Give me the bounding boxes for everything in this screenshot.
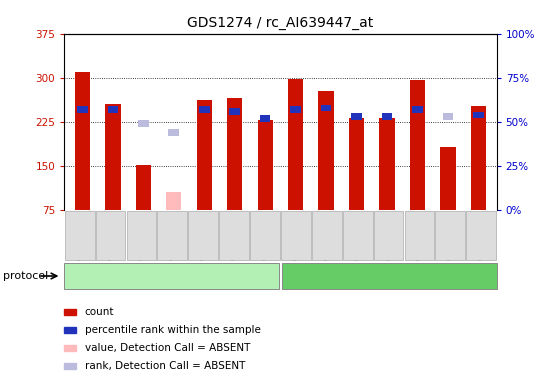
Bar (169, 129, 179, 136)
Bar (75, 72, 90, 210)
Text: GSM27442: GSM27442 (446, 211, 455, 260)
Bar (288, 79, 303, 210)
Bar (260, 115, 271, 122)
Bar (136, 165, 151, 210)
Bar (229, 108, 240, 115)
Bar (199, 106, 210, 113)
Bar (319, 91, 334, 210)
Text: value, Detection Call = ABSENT: value, Detection Call = ABSENT (85, 343, 250, 353)
Bar (290, 106, 301, 113)
Text: protocol: protocol (3, 271, 48, 281)
Text: GSM27437: GSM27437 (291, 211, 300, 260)
Bar (105, 104, 121, 210)
Bar (108, 106, 118, 113)
Bar (440, 147, 455, 210)
Bar (410, 80, 425, 210)
Text: count: count (85, 307, 114, 317)
Text: GSM27433: GSM27433 (168, 211, 177, 260)
Bar (321, 105, 331, 111)
Text: GSM27434: GSM27434 (199, 211, 208, 260)
Text: GSM27435: GSM27435 (229, 211, 239, 260)
Text: GSM27443: GSM27443 (477, 211, 485, 260)
Bar (412, 106, 423, 113)
Bar (227, 98, 242, 210)
Text: rank, Detection Call = ABSENT: rank, Detection Call = ABSENT (85, 361, 245, 371)
Bar (473, 112, 484, 118)
Bar (379, 118, 395, 210)
Text: control diet: control diet (141, 271, 204, 281)
Text: GSM27439: GSM27439 (353, 211, 362, 260)
Title: GDS1274 / rc_AI639447_at: GDS1274 / rc_AI639447_at (187, 16, 373, 30)
Bar (138, 120, 148, 127)
Text: GSM27436: GSM27436 (261, 211, 270, 260)
Text: GSM27430: GSM27430 (75, 211, 84, 260)
Text: vitamin A deficient diet: vitamin A deficient diet (323, 271, 454, 281)
Bar (258, 120, 273, 210)
Bar (442, 113, 453, 120)
Bar (196, 100, 212, 210)
Bar (351, 113, 362, 120)
Text: GSM27441: GSM27441 (415, 211, 424, 260)
Text: GSM27440: GSM27440 (384, 211, 393, 260)
Bar (77, 106, 88, 113)
Bar (349, 118, 364, 210)
Text: percentile rank within the sample: percentile rank within the sample (85, 325, 261, 335)
Text: GSM27438: GSM27438 (322, 211, 331, 260)
Text: GSM27432: GSM27432 (137, 211, 146, 260)
Text: GSM27431: GSM27431 (106, 211, 115, 260)
Bar (166, 192, 181, 210)
Bar (471, 106, 486, 210)
Bar (382, 113, 392, 120)
